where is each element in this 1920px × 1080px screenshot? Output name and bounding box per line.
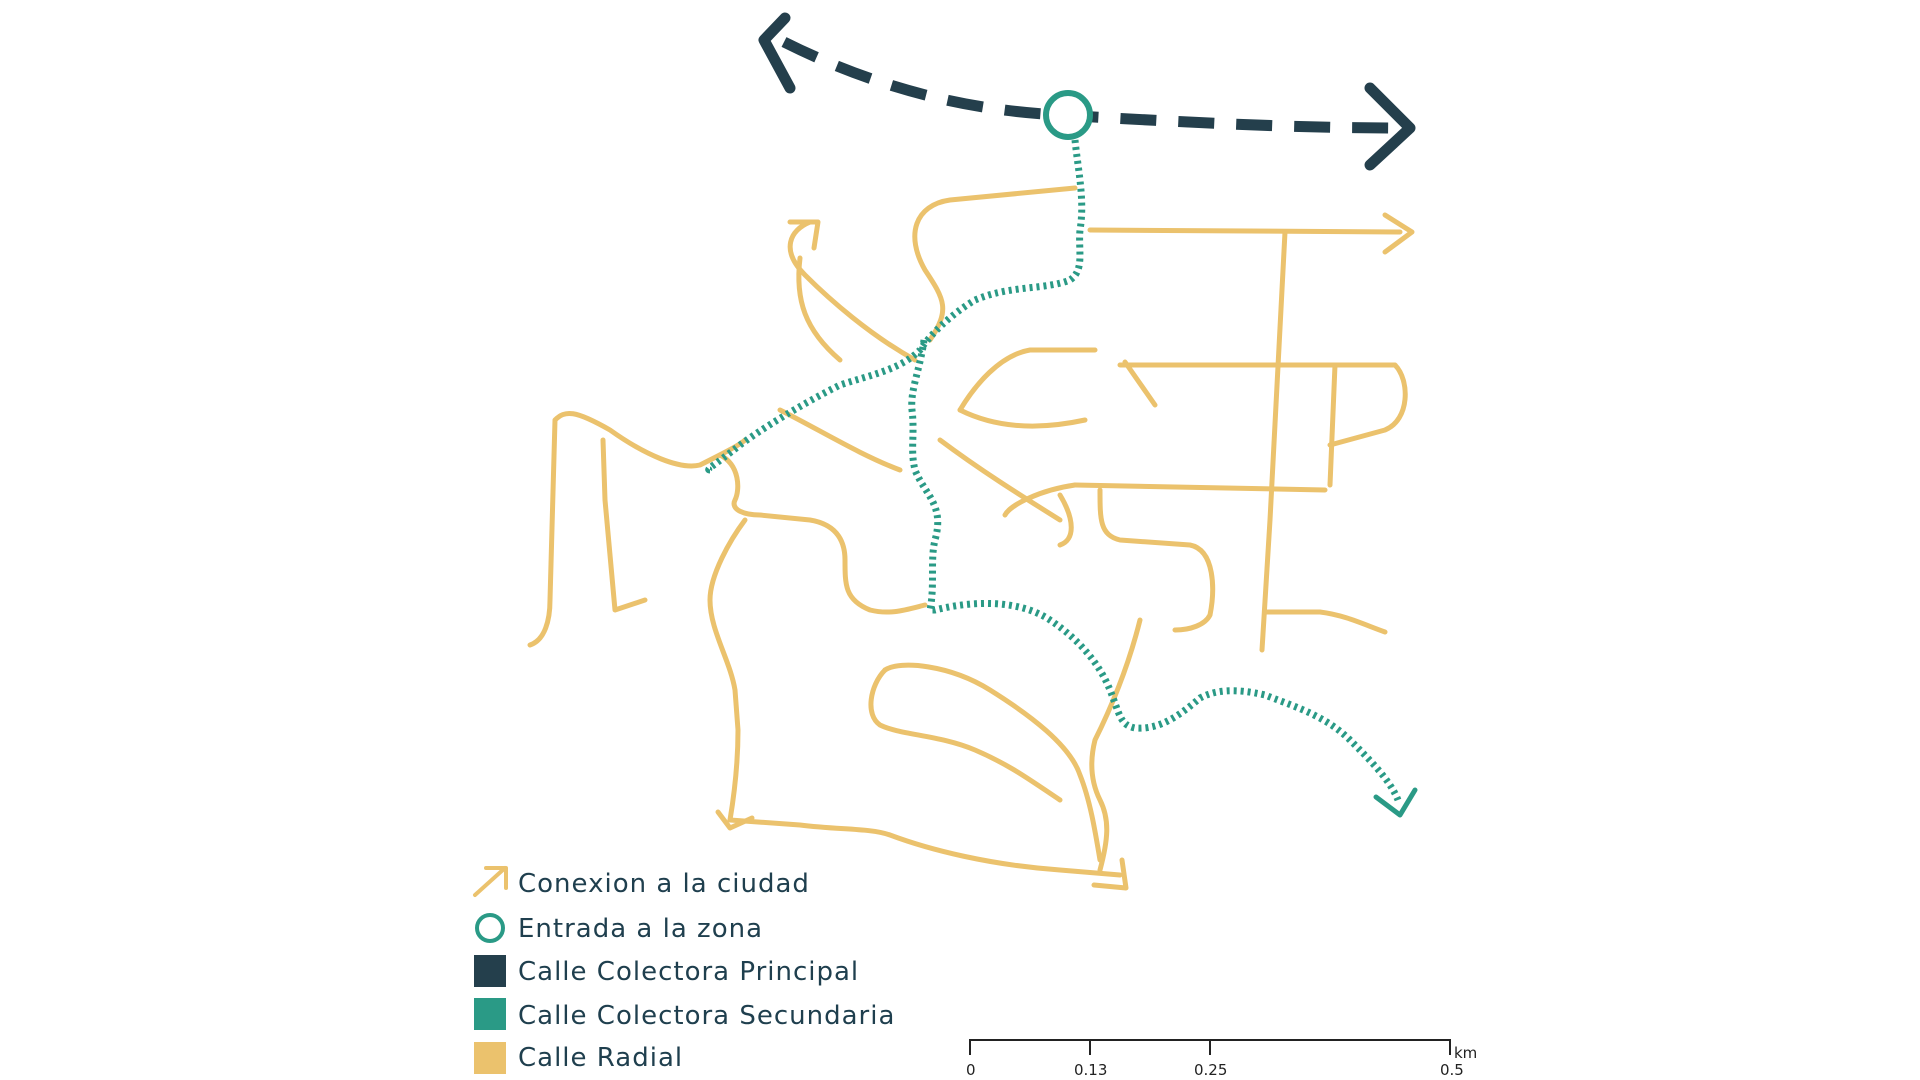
principal-route xyxy=(781,37,1401,134)
square-icon xyxy=(474,998,506,1030)
scale-bar-line xyxy=(969,1039,1451,1055)
secundaria-route xyxy=(908,339,1402,802)
scale-tick-1: 0.13 xyxy=(1074,1061,1107,1079)
radial-street xyxy=(1259,229,1288,653)
scale-tick-2: 0.25 xyxy=(1194,1061,1227,1079)
legend-label-entrada: Entrada a la zona xyxy=(518,914,763,944)
radial-street xyxy=(1117,362,1408,448)
radial-street xyxy=(912,185,1078,343)
radial-street xyxy=(1327,362,1338,488)
calle-colectora-principal xyxy=(758,12,1416,171)
scale-tick-3: 0.5 xyxy=(1440,1061,1464,1079)
radial-street xyxy=(717,452,928,615)
radial-street xyxy=(777,407,903,473)
square-icon xyxy=(474,955,506,987)
legend-label-radial: Calle Radial xyxy=(518,1043,683,1073)
arrow-icon xyxy=(787,219,821,251)
radial-street xyxy=(796,255,843,363)
radial-street xyxy=(600,437,648,613)
radial-street xyxy=(1262,609,1388,635)
legend-label-secundaria: Calle Colectora Secundaria xyxy=(518,1001,895,1031)
radial-street xyxy=(957,407,1088,429)
radial-street xyxy=(707,517,748,823)
conexion-arrowheads xyxy=(715,212,1415,891)
secundaria-arrowhead xyxy=(1373,787,1418,818)
radial-street xyxy=(527,410,748,648)
calle-colectora-secundaria xyxy=(705,139,1418,818)
radial-street xyxy=(787,219,918,363)
radial-street xyxy=(1057,492,1074,548)
radial-street xyxy=(1122,359,1158,408)
arrow-icon xyxy=(473,866,508,897)
arrow-icon xyxy=(1382,212,1415,255)
arrow-icon xyxy=(758,12,796,94)
radial-street xyxy=(882,662,1103,863)
scale-unit: km xyxy=(1454,1044,1477,1062)
arrow-icon xyxy=(715,809,755,831)
calle-radial-network xyxy=(527,185,1408,878)
arrow-icon xyxy=(1091,857,1129,891)
radial-street xyxy=(868,667,1063,803)
radial-street xyxy=(1089,617,1143,873)
legend: Conexion a la ciudad Entrada a la zona C… xyxy=(473,866,895,1074)
legend-label-conexion: Conexion a la ciudad xyxy=(518,869,810,899)
radial-street xyxy=(1087,227,1403,235)
arrow-icon xyxy=(1364,82,1416,171)
scale-tick-0: 0 xyxy=(966,1061,976,1079)
square-icon xyxy=(474,1042,506,1074)
radial-street xyxy=(1097,487,1216,633)
secundaria-route xyxy=(705,139,1086,474)
scale-bar xyxy=(969,1039,1451,1055)
radial-street xyxy=(727,817,1123,878)
radial-street xyxy=(1072,482,1328,493)
radial-street xyxy=(937,437,1063,523)
entrada-zona-marker xyxy=(1043,90,1093,140)
legend-label-principal: Calle Colectora Principal xyxy=(518,957,859,987)
ring-icon xyxy=(475,913,505,943)
radial-street xyxy=(957,347,1098,413)
